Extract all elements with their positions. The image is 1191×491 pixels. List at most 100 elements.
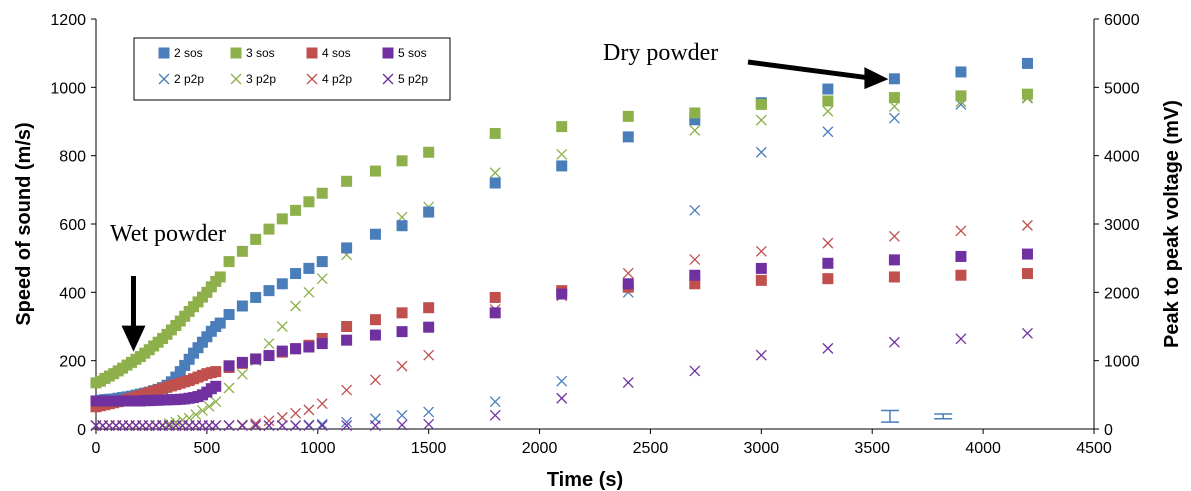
dry-powder-label: Dry powder	[603, 40, 718, 66]
data-point	[263, 285, 275, 297]
x-tick-label: 1000	[300, 440, 336, 457]
data-point	[223, 382, 235, 394]
y2-tick-label: 6000	[1104, 12, 1140, 29]
data-point	[341, 242, 353, 254]
data-point	[822, 237, 834, 249]
series-5-sos	[90, 248, 1033, 407]
data-point	[223, 360, 235, 372]
y-tick-label: 200	[59, 354, 86, 371]
data-point	[210, 380, 222, 392]
legend-label: 3 p2p	[246, 72, 276, 86]
marker-stroke	[396, 419, 408, 431]
marker-stroke	[888, 101, 900, 112]
data-point	[423, 302, 435, 314]
data-point	[622, 278, 634, 290]
marker-stroke	[158, 73, 170, 85]
data-point	[755, 146, 767, 158]
data-point	[689, 114, 701, 126]
data-point	[755, 262, 767, 274]
data-point	[236, 420, 248, 432]
data-point	[263, 223, 275, 235]
legend-label: 4 sos	[322, 46, 351, 60]
data-point	[489, 127, 501, 139]
y2-axis-title: Peak to peak voltage (mV)	[1161, 100, 1183, 348]
data-point	[223, 309, 235, 321]
dry-powder-arrow-head	[864, 67, 889, 90]
data-point	[369, 165, 381, 177]
data-point	[190, 409, 202, 421]
data-point	[556, 160, 568, 172]
data-point	[316, 256, 328, 268]
data-point	[622, 267, 634, 279]
data-point	[341, 321, 353, 332]
data-point	[396, 220, 408, 232]
data-point	[290, 407, 302, 419]
marker-stroke	[303, 286, 315, 298]
marker-stroke	[423, 406, 435, 418]
marker-stroke	[263, 338, 275, 350]
marker-stroke	[190, 409, 202, 421]
legend-label: 5 sos	[398, 46, 427, 60]
data-point	[369, 374, 381, 386]
marker-stroke	[423, 418, 435, 430]
y2-tick-label: 3000	[1104, 217, 1140, 234]
data-point	[622, 110, 634, 122]
legend-item: 2 p2p	[158, 72, 204, 86]
data-point	[955, 333, 967, 345]
data-point	[423, 349, 435, 361]
data-point	[822, 342, 834, 354]
marker-stroke	[489, 409, 501, 421]
marker-stroke	[755, 349, 767, 361]
marker-stroke	[369, 420, 381, 432]
marker-stroke	[556, 392, 568, 404]
marker-stroke	[689, 204, 701, 216]
marker-stroke	[822, 105, 834, 117]
data-point	[1021, 268, 1033, 280]
legend-marker	[158, 47, 170, 59]
data-point	[163, 418, 175, 429]
marker-stroke	[163, 418, 175, 429]
marker-stroke	[341, 384, 353, 396]
dry-powder-arrow-shaft	[747, 59, 871, 81]
plot-area	[90, 57, 1033, 432]
data-point	[955, 90, 967, 102]
marker-stroke	[263, 415, 275, 427]
data-point	[276, 278, 288, 290]
data-point	[396, 419, 408, 431]
data-point	[622, 131, 634, 143]
data-point	[755, 245, 767, 257]
data-point	[210, 420, 222, 432]
data-point	[263, 350, 275, 362]
marker-stroke	[423, 349, 435, 361]
data-point	[755, 274, 767, 286]
data-point	[341, 334, 353, 346]
marker-stroke	[341, 420, 353, 432]
y-tick-label: 0	[77, 422, 86, 439]
data-point	[369, 329, 381, 341]
series-5-p2p	[90, 327, 1033, 432]
marker-stroke	[369, 374, 381, 386]
data-point	[556, 121, 568, 133]
data-point	[263, 420, 275, 432]
marker-stroke	[276, 420, 288, 432]
marker-stroke	[316, 418, 328, 430]
data-point	[1021, 88, 1033, 100]
marker-stroke	[1022, 327, 1033, 339]
data-point	[955, 250, 967, 262]
data-point	[1021, 248, 1033, 260]
legend-marker	[382, 47, 394, 59]
wet-powder-label: Wet powder	[110, 221, 226, 247]
data-point	[489, 177, 501, 189]
data-point	[888, 112, 900, 124]
marker-stroke	[290, 420, 302, 432]
data-point	[341, 416, 353, 428]
data-point	[888, 230, 900, 242]
marker-stroke	[263, 420, 275, 432]
legend-marker	[230, 73, 242, 85]
data-point	[276, 321, 288, 332]
x-axis-title: Time (s)	[547, 469, 623, 491]
data-point	[888, 73, 900, 85]
legend-marker	[306, 73, 318, 85]
marker-stroke	[755, 245, 767, 257]
error-bar	[880, 409, 899, 423]
